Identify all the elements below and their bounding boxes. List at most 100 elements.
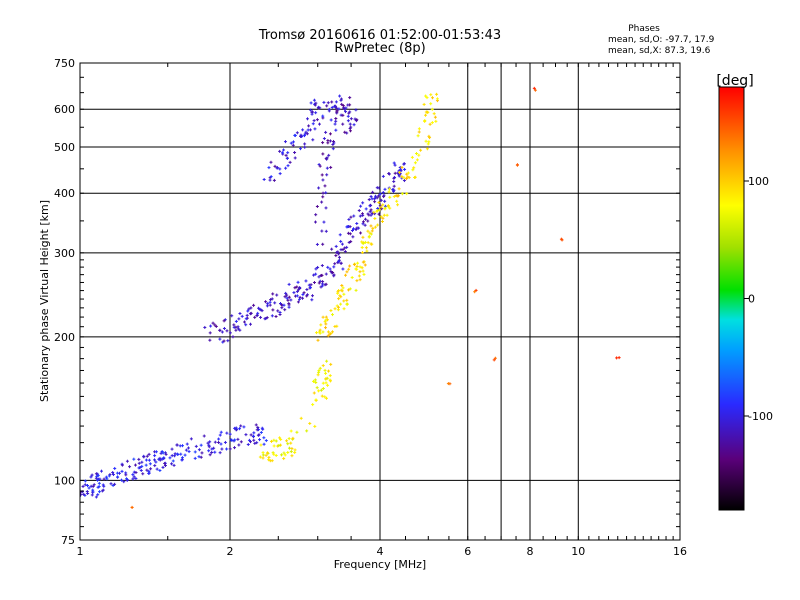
- data-point: [302, 134, 306, 138]
- data-point: [339, 288, 343, 292]
- data-point: [145, 454, 149, 458]
- data-point: [187, 450, 191, 454]
- data-point: [400, 175, 404, 179]
- data-point: [116, 475, 120, 479]
- data-point: [181, 444, 185, 448]
- data-point: [213, 440, 217, 444]
- data-point: [168, 456, 172, 460]
- data-point: [304, 279, 308, 283]
- data-point: [363, 263, 367, 267]
- data-point: [397, 174, 401, 178]
- data-point: [394, 194, 398, 198]
- data-point: [170, 462, 174, 466]
- colorbar-tick-label: 0: [748, 293, 755, 306]
- data-point: [383, 206, 387, 210]
- data-point: [149, 467, 153, 471]
- data-point: [226, 339, 230, 343]
- data-point: [325, 173, 329, 177]
- data-point: [316, 338, 320, 342]
- data-point: [320, 394, 324, 398]
- data-point: [269, 439, 273, 443]
- data-point: [162, 457, 166, 461]
- data-point: [324, 315, 328, 319]
- data-point: [255, 428, 259, 432]
- data-point: [392, 176, 396, 180]
- data-point: [299, 133, 303, 137]
- data-point: [424, 139, 428, 143]
- data-point: [321, 195, 325, 199]
- data-point: [209, 324, 213, 328]
- data-point: [362, 272, 366, 276]
- data-point: [316, 265, 320, 269]
- data-point: [385, 213, 389, 217]
- data-point: [222, 319, 226, 323]
- data-point: [426, 142, 430, 146]
- data-point: [111, 471, 115, 475]
- data-point: [128, 465, 132, 469]
- data-point: [175, 443, 179, 447]
- data-point: [255, 441, 259, 445]
- x-tick-label: 1: [77, 545, 84, 558]
- data-point: [318, 366, 322, 370]
- data-point: [238, 427, 242, 431]
- data-point: [328, 374, 332, 378]
- y-tick-label: 75: [61, 534, 75, 547]
- data-point: [358, 214, 362, 218]
- data-point: [361, 201, 365, 205]
- data-point: [256, 311, 260, 315]
- data-point: [425, 147, 429, 151]
- data-point: [148, 462, 152, 466]
- data-point: [473, 290, 477, 294]
- data-point: [189, 437, 193, 441]
- data-point: [326, 318, 330, 322]
- y-tick-label: 750: [54, 57, 75, 70]
- data-point: [173, 454, 177, 458]
- data-point: [299, 416, 303, 420]
- data-point: [278, 302, 282, 306]
- data-point: [377, 194, 381, 198]
- data-point: [269, 175, 273, 179]
- data-point: [333, 307, 337, 311]
- data-point: [314, 213, 318, 217]
- data-point: [326, 383, 330, 387]
- data-point: [249, 322, 253, 326]
- data-point: [317, 186, 321, 190]
- data-point: [339, 261, 343, 265]
- data-point: [133, 463, 137, 467]
- data-point: [208, 453, 212, 457]
- data-point: [161, 465, 165, 469]
- data-point: [256, 425, 260, 429]
- data-point: [417, 130, 421, 134]
- data-point: [357, 274, 361, 278]
- data-point: [142, 455, 146, 459]
- data-point: [392, 184, 396, 188]
- data-point: [236, 437, 240, 441]
- data-point: [285, 156, 289, 160]
- data-point: [405, 172, 409, 176]
- data-point: [345, 298, 349, 302]
- data-point: [252, 431, 256, 435]
- x-axis-label: Frequency [MHz]: [334, 558, 426, 571]
- data-point: [430, 96, 434, 100]
- data-point: [289, 141, 293, 145]
- data-point: [193, 456, 197, 460]
- data-point: [222, 339, 226, 343]
- data-point: [145, 468, 149, 472]
- data-point: [328, 378, 332, 382]
- data-point: [313, 424, 317, 428]
- data-point: [318, 328, 322, 332]
- data-point: [158, 458, 162, 462]
- data-point: [343, 130, 347, 134]
- data-point: [395, 199, 399, 203]
- data-point: [429, 102, 433, 106]
- data-point: [83, 483, 87, 487]
- data-point: [342, 292, 346, 296]
- data-point: [237, 317, 241, 321]
- data-point: [97, 490, 101, 494]
- data-point: [369, 213, 373, 217]
- data-point: [324, 326, 328, 330]
- data-point: [330, 100, 334, 104]
- data-point: [287, 282, 291, 286]
- data-point: [341, 286, 345, 290]
- data-point: [386, 204, 390, 208]
